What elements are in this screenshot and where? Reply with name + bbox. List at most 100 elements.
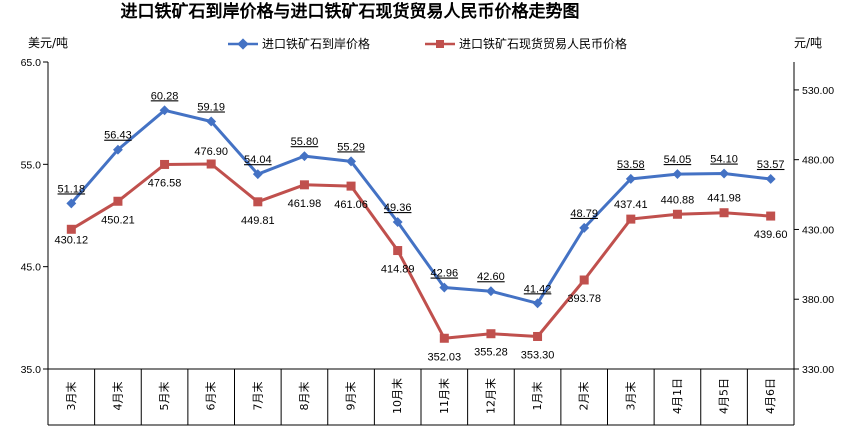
series-2-data-label: 450.21 [101,214,135,226]
left-axis-unit: 美元/吨 [28,36,68,50]
x-tick-label: 10月末 [390,378,404,414]
series-2-point [672,209,682,219]
series-1-point [439,282,450,293]
series-1-data-label: 53.57 [757,159,785,171]
x-tick-label: 9月末 [344,382,358,411]
series-1-data-label: 56.43 [104,130,132,142]
x-tick-label: 6月末 [204,382,218,411]
chart-title: 进口铁矿石到岸价格与进口铁矿石现货贸易人民币价格走势图 [121,1,580,22]
series-1-data-label: 41.42 [524,283,552,295]
series-2-point [253,197,263,207]
x-tick-label: 12月末 [483,378,497,414]
series-1-data-label: 53.58 [617,159,645,171]
series-2-data-label: 440.88 [661,194,695,206]
x-tick-label: 2月末 [577,382,591,411]
left-y-tick-label: 55.0 [21,159,42,171]
series-2-data-label: 353.30 [521,349,555,361]
series-1-point [392,217,403,227]
series-1-point [719,168,730,179]
x-tick-label: 3月末 [623,382,637,411]
series-2-point [299,180,309,190]
x-tick-label: 4月6日 [764,378,777,414]
series-1-data-label: 42.60 [477,271,505,283]
right-y-tick-label: 380.00 [802,294,834,306]
series-2-point [439,333,449,343]
series-2-data-label: 437.41 [614,199,648,211]
series-1-data-label: 59.19 [197,101,225,113]
left-y-tick-label: 65.0 [21,57,42,69]
x-tick-label: 5月末 [157,382,171,411]
series-1-point [579,222,590,233]
series-line-2 [70,162,771,340]
series-1-point [252,169,263,180]
series-1-data-label: 55.29 [337,141,365,153]
series-1-point [765,174,776,184]
series-1-data-label: 54.05 [664,154,692,166]
legend: 进口铁矿石到岸价格 进口铁矿石现货贸易人民币价格 [228,36,627,51]
x-tick-label: 11月末 [437,378,451,414]
series-1-data-label: 49.36 [384,202,412,214]
series-1-data-label: 54.04 [244,154,272,166]
series-2-point [486,329,496,339]
series-1-data-label: 60.28 [151,90,179,102]
series-1-point [159,105,170,116]
data-labels: 51.18 56.43 60.28 59.19 54.04 55.80 55.29 49.36… [54,90,787,363]
right-y-tick-label: 330.00 [802,364,834,376]
legend-item-series-1: 进口铁矿石到岸价格 [228,36,370,51]
right-axis-unit: 元/吨 [794,36,822,50]
x-tick-label: 4月1日 [671,378,684,414]
right-y-tick-label: 430.00 [802,224,834,236]
right-y-tick-label: 530.00 [802,85,834,97]
series-1-point [625,173,636,184]
series-2-data-label: 476.58 [148,177,182,189]
legend-item-series-2: 进口铁矿石现货贸易人民币价格 [425,36,627,51]
series-2-data-label: 439.60 [754,229,788,241]
left-y-tick-label: 45.0 [21,262,42,274]
series-1-data-label: 54.10 [710,154,738,166]
series-1-point [206,116,217,127]
x-tick-label: 1月末 [530,382,544,411]
right-y-tick-label: 480.00 [802,155,834,167]
series-2-point [579,275,589,285]
series-2-point [346,181,356,191]
x-tick-label: 7月末 [250,382,264,411]
series-1-data-label: 48.79 [570,208,598,220]
series-2-point [533,331,543,341]
series-1-point [299,151,310,162]
series-2-point [393,246,403,256]
series-1-data-label: 55.80 [291,136,319,148]
series-1-point [346,156,357,167]
x-tick-label: 4月5日 [718,378,731,414]
left-y-tick-label: 35.0 [21,364,42,376]
series-1-point [672,169,683,180]
series-2-point [206,159,216,169]
legend-marker-series-2 [436,40,444,48]
axes: 35.0 45.0 55.0 65.0 330.00 380.00 430.00 480.00… [21,57,834,426]
legend-label-series-2: 进口铁矿石现货贸易人民币价格 [459,36,627,51]
series-2-data-label: 461.98 [288,198,322,210]
series-2-data-label: 352.03 [427,351,461,363]
series-2-data-label: 414.89 [381,264,415,276]
series-1-point [485,286,496,297]
x-tick-label: 3月末 [64,382,78,411]
series-2-point [160,159,170,169]
series-1-point [112,144,123,155]
series-2-point [66,224,76,234]
series-1-data-label: 51.18 [58,183,86,195]
series-2-data-label: 430.12 [54,234,88,246]
series-1-data-label: 42.96 [431,268,459,280]
series-1-point [66,198,77,209]
series-2-data-label: 355.28 [474,347,508,359]
series-2-point [766,211,776,221]
series-2-data-label: 476.90 [194,146,228,158]
series-2-point [113,196,123,206]
legend-marker-series-1 [237,38,249,50]
series-1-point [532,298,543,309]
x-tick-label: 8月末 [297,382,311,411]
series-2-data-label: 449.81 [241,215,275,227]
legend-label-series-1: 进口铁矿石到岸价格 [262,36,370,51]
series-2-data-label: 441.98 [707,193,741,205]
series-line-1 [70,108,771,305]
series-2-point [719,208,729,218]
